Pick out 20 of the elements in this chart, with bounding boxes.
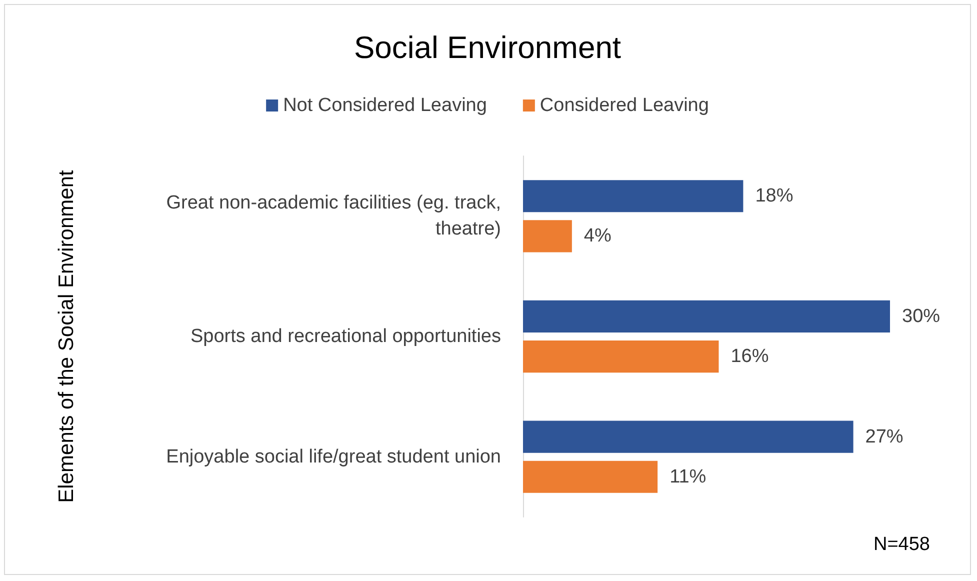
text: N=458 bbox=[873, 534, 930, 555]
bar bbox=[523, 300, 890, 332]
bar bbox=[523, 180, 744, 212]
data-label: 30% bbox=[902, 306, 940, 327]
data-label: 4% bbox=[584, 226, 612, 247]
bar bbox=[523, 340, 719, 373]
bar bbox=[523, 460, 658, 493]
data-label: 11% bbox=[670, 466, 706, 488]
y-tick-label: Great non-academic facilities (eg. track, theatre) bbox=[166, 192, 501, 240]
bar bbox=[523, 220, 572, 252]
bar bbox=[523, 420, 854, 453]
y-axis-title: Elements of the Social Environment bbox=[55, 170, 78, 503]
legend-label: Considered Leaving bbox=[540, 95, 709, 116]
legend-label: Not Considered Leaving bbox=[283, 95, 487, 116]
chart-title: Social Environment bbox=[354, 30, 622, 65]
data-label: 16% bbox=[730, 346, 769, 368]
y-tick-label: Sports and recreational opportunities bbox=[190, 326, 501, 347]
data-label: 18% bbox=[755, 186, 794, 207]
y-tick-label: Enjoyable social life/great student union bbox=[166, 446, 501, 468]
data-label: 27% bbox=[865, 426, 904, 448]
